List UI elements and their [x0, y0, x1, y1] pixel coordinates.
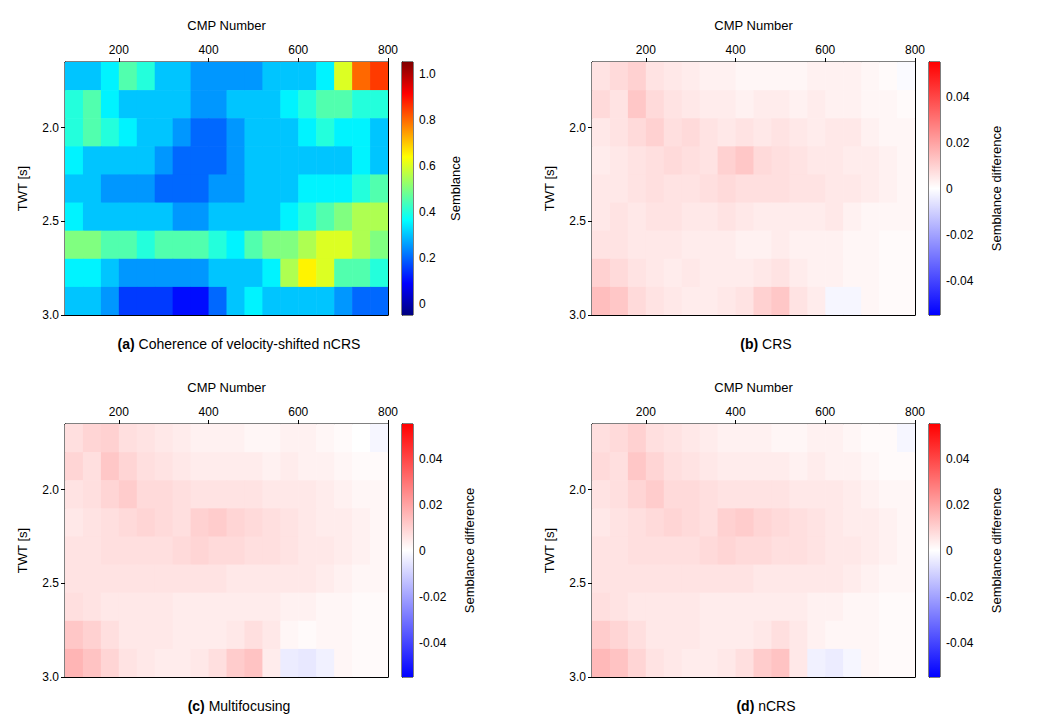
svg-text:0: 0 — [946, 544, 953, 558]
svg-text:0.4: 0.4 — [419, 205, 436, 219]
svg-text:0: 0 — [419, 297, 426, 311]
svg-text:0: 0 — [419, 544, 426, 558]
svg-text:-0.04: -0.04 — [419, 636, 447, 650]
svg-text:0.02: 0.02 — [946, 498, 970, 512]
svg-text:CMP Number: CMP Number — [187, 380, 266, 395]
svg-text:2.0: 2.0 — [42, 483, 59, 497]
svg-text:(c): (c) — [188, 698, 205, 714]
svg-text:2.5: 2.5 — [569, 576, 586, 590]
svg-text:3.0: 3.0 — [42, 670, 59, 684]
svg-text:0.02: 0.02 — [419, 498, 443, 512]
svg-text:CMP Number: CMP Number — [714, 380, 793, 395]
svg-text:200: 200 — [109, 43, 129, 57]
svg-text:-0.04: -0.04 — [946, 274, 974, 288]
svg-text:0.8: 0.8 — [419, 113, 436, 127]
svg-text:TWT [s]: TWT [s] — [15, 528, 30, 573]
svg-text:1.0: 1.0 — [419, 67, 436, 81]
svg-text:Multifocusing: Multifocusing — [205, 698, 291, 714]
svg-text:2.0: 2.0 — [569, 121, 586, 135]
svg-text:Coherence of velocity-shifted: Coherence of velocity-shifted nCRS — [135, 336, 361, 352]
svg-text:nCRS: nCRS — [754, 698, 795, 714]
svg-text:2.0: 2.0 — [42, 121, 59, 135]
svg-text:TWT [s]: TWT [s] — [15, 166, 30, 211]
svg-text:3.0: 3.0 — [569, 670, 586, 684]
svg-text:400: 400 — [726, 43, 746, 57]
svg-text:400: 400 — [726, 405, 746, 419]
svg-text:CMP Number: CMP Number — [187, 18, 266, 33]
svg-text:600: 600 — [815, 405, 835, 419]
svg-text:3.0: 3.0 — [569, 308, 586, 322]
svg-text:3.0: 3.0 — [42, 308, 59, 322]
svg-text:(b): (b) — [740, 336, 758, 352]
svg-text:400: 400 — [199, 43, 219, 57]
svg-text:2.0: 2.0 — [569, 483, 586, 497]
svg-text:2.5: 2.5 — [42, 576, 59, 590]
svg-text:TWT [s]: TWT [s] — [542, 528, 557, 573]
svg-text:800: 800 — [378, 405, 398, 419]
svg-text:Semblance difference: Semblance difference — [989, 126, 1004, 252]
svg-text:200: 200 — [109, 405, 129, 419]
svg-text:0.04: 0.04 — [946, 452, 970, 466]
svg-text:0.02: 0.02 — [946, 136, 970, 150]
svg-text:-0.02: -0.02 — [419, 590, 447, 604]
svg-text:200: 200 — [636, 43, 656, 57]
svg-text:(d): (d) — [736, 698, 754, 714]
svg-text:200: 200 — [636, 405, 656, 419]
svg-text:600: 600 — [288, 43, 308, 57]
svg-text:Semblance difference: Semblance difference — [989, 488, 1004, 614]
svg-text:800: 800 — [905, 405, 925, 419]
svg-text:(a): (a) — [118, 336, 135, 352]
svg-text:0.2: 0.2 — [419, 251, 436, 265]
svg-text:800: 800 — [378, 43, 398, 57]
svg-text:-0.02: -0.02 — [946, 590, 974, 604]
svg-text:-0.04: -0.04 — [946, 636, 974, 650]
svg-text:0.6: 0.6 — [419, 159, 436, 173]
svg-text:-0.02: -0.02 — [946, 228, 974, 242]
svg-text:2.5: 2.5 — [42, 214, 59, 228]
svg-text:800: 800 — [905, 43, 925, 57]
svg-text:Semblance difference: Semblance difference — [462, 488, 477, 614]
svg-text:CRS: CRS — [758, 336, 791, 352]
svg-text:400: 400 — [199, 405, 219, 419]
svg-text:600: 600 — [288, 405, 308, 419]
svg-text:600: 600 — [815, 43, 835, 57]
svg-text:CMP Number: CMP Number — [714, 18, 793, 33]
svg-text:0.04: 0.04 — [419, 452, 443, 466]
svg-text:Semblance: Semblance — [448, 156, 463, 221]
svg-text:0: 0 — [946, 182, 953, 196]
svg-text:TWT [s]: TWT [s] — [542, 166, 557, 211]
svg-text:2.5: 2.5 — [569, 214, 586, 228]
svg-text:0.04: 0.04 — [946, 90, 970, 104]
